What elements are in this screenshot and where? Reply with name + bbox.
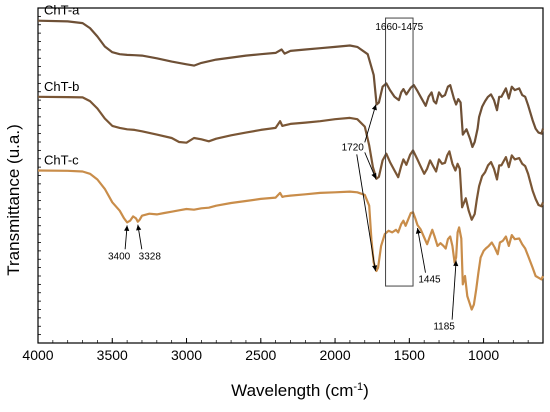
y-axis-title: Transmittance (u.a.) xyxy=(4,124,23,275)
series-layer: ChT-a ChT-b ChT-c xyxy=(37,3,545,311)
series-label-cht-b: ChT-b xyxy=(44,79,79,94)
x-axis-title-sup: -1 xyxy=(353,381,363,393)
highlight-box xyxy=(385,17,414,287)
arrow-peak-3400-head xyxy=(124,225,130,232)
arrow-1720-c-head xyxy=(372,265,378,271)
x-axis-ticks: 4000 3500 3000 2500 2000 1500 1000 xyxy=(22,338,529,363)
x-axis-title: Wavelength (cm-1) xyxy=(231,381,369,400)
peak-label-1185: 1185 xyxy=(433,322,455,333)
annotation-layer: 1660-1475 1720 3400 3328 1445 1185 xyxy=(108,17,459,333)
x-axis-title-main: Wavelength (cm xyxy=(231,381,353,400)
highlight-box-label: 1660-1475 xyxy=(375,22,423,33)
peak-label-3400: 3400 xyxy=(108,251,131,262)
arrow-1720-c xyxy=(356,154,376,272)
arrow-peak-1445-head xyxy=(415,228,422,234)
series-line-cht-c xyxy=(37,169,545,311)
series-line-cht-a xyxy=(37,19,545,149)
x-tick-label: 3500 xyxy=(97,347,128,363)
series-label-cht-a: ChT-a xyxy=(44,3,80,18)
arrow-1720-a xyxy=(364,104,377,143)
x-tick-label: 1500 xyxy=(394,347,425,363)
series-line-cht-b xyxy=(37,95,545,221)
arrow-peak-3328-head xyxy=(136,224,142,231)
x-tick-label: 2500 xyxy=(245,347,276,363)
arrow-1720-b-head xyxy=(371,172,377,179)
annotation-1720: 1720 xyxy=(342,142,365,153)
peak-label-3328: 3328 xyxy=(139,251,162,262)
x-tick-label: 4000 xyxy=(22,347,53,363)
arrow-1720-a-head xyxy=(371,104,377,111)
x-tick-label: 1000 xyxy=(468,347,499,363)
arrow-peak-1445 xyxy=(417,228,426,273)
y-axis-minor-ticks xyxy=(38,7,41,344)
x-axis-title-end: ) xyxy=(363,381,369,400)
peak-label-1445: 1445 xyxy=(418,275,441,286)
x-tick-label: 3000 xyxy=(171,347,202,363)
arrow-peak-1185 xyxy=(451,260,457,320)
x-tick-label: 2000 xyxy=(319,347,350,363)
arrow-peak-1185-head xyxy=(453,260,459,267)
series-label-cht-c: ChT-c xyxy=(44,152,79,167)
